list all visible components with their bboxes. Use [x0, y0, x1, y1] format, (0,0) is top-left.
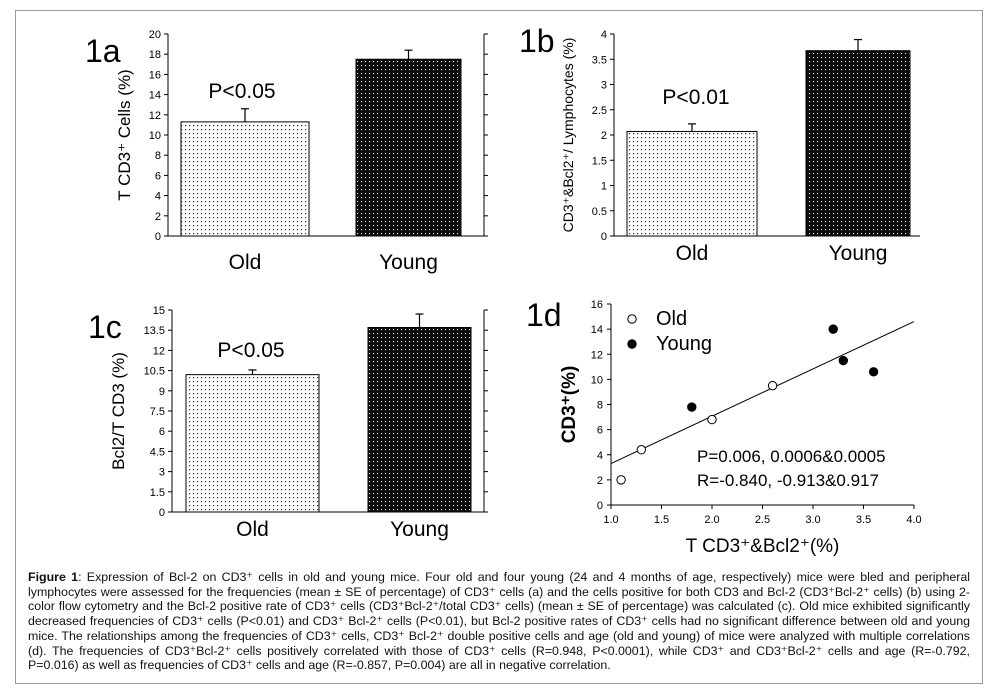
panel-label-1c: 1c	[88, 309, 122, 345]
figure-frame	[15, 10, 983, 684]
x-tick-label-1d-4: 3.0	[805, 514, 820, 526]
y-tick-label-1d-4: 8	[597, 400, 603, 412]
bar-1c-old	[185, 374, 320, 513]
panel-1d: 1d 0 2 4 6 8 10 12 14 16 1.0 1.5 2.0 2.5 3.0 3.5 4.0 T CD…	[526, 297, 922, 557]
category-label-1b-old: Old	[676, 242, 709, 265]
y-tick-label-1c-7: 10.5	[144, 366, 165, 378]
caption-text: : Expression of Bcl-2 on CD3⁺ cells in o…	[28, 570, 970, 673]
y-tick-label-1a-6: 12	[149, 110, 161, 122]
y-tick-label-1a-9: 18	[149, 49, 161, 61]
y-tick-label-1b-4: 2	[601, 130, 607, 142]
point-old-0	[616, 475, 626, 485]
point-old-2	[707, 414, 717, 425]
y-tick-label-1a-5: 10	[149, 130, 161, 142]
y-tick-label-1b-6: 3	[601, 80, 607, 92]
y-tick-label-1a-3: 6	[155, 170, 161, 182]
legend-label-young: Young	[656, 333, 712, 355]
category-label-1c-young: Young	[390, 518, 449, 541]
y-tick-label-1d-1: 2	[597, 475, 603, 487]
figure-caption: Figure 1: Expression of Bcl-2 on CD3⁺ ce…	[28, 570, 970, 673]
y-axis-label-1c: Bcl2/T CD3 (%)	[109, 352, 128, 470]
y-tick-label-1c-10: 15	[153, 305, 165, 317]
panel-label-1d: 1d	[526, 297, 562, 333]
y-tick-label-1a-2: 4	[155, 191, 161, 203]
point-young-3	[868, 367, 879, 377]
x-tick-label-1d-0: 1.0	[603, 514, 618, 526]
y-tick-label-1c-0: 0	[159, 507, 165, 519]
category-label-1b-young: Young	[829, 242, 888, 265]
panel-1c: 1c 0 1.5 3 4.5 6 7.5 9 10.5 12 13.5 15 Bcl2/T CD3 (%…	[88, 305, 488, 541]
y-axis-label-1a: T CD3⁺ Cells (%)	[115, 69, 134, 200]
point-young-1	[828, 324, 838, 334]
legend-marker-young	[627, 339, 637, 349]
panel-label-1b: 1b	[519, 23, 555, 59]
y-tick-label-1a-0: 0	[155, 231, 161, 243]
y-tick-label-1d-7: 14	[591, 324, 603, 336]
annotation-1d-1: R=-0.840, -0.913&0.917	[697, 471, 879, 490]
panel-label-1a: 1a	[85, 33, 121, 69]
y-tick-label-1c-6: 9	[159, 386, 165, 398]
category-label-1c-old: Old	[236, 518, 269, 541]
y-tick-label-1d-6: 12	[591, 349, 603, 361]
x-tick-label-1d-1: 1.5	[654, 514, 669, 526]
y-tick-label-1b-1: 0.5	[592, 206, 607, 218]
y-tick-label-1b-0: 0	[601, 231, 607, 243]
annotation-1a: P<0.05	[208, 80, 275, 103]
y-tick-label-1c-8: 12	[153, 345, 165, 357]
y-tick-label-1a-4: 8	[155, 150, 161, 162]
y-tick-label-1c-4: 6	[159, 426, 165, 438]
trendline-1d	[610, 321, 915, 464]
bar-1b-young	[805, 50, 911, 237]
y-tick-label-1a-1: 2	[155, 211, 161, 223]
point-young-2	[838, 355, 848, 366]
annotation-1b: P<0.01	[662, 86, 729, 109]
bar-1a-young	[355, 58, 462, 237]
y-tick-label-1b-3: 1.5	[592, 155, 607, 167]
annotation-1d-0: P=0.006, 0.0006&0.0005	[697, 447, 886, 466]
y-tick-label-1b-2: 1	[601, 181, 607, 193]
y-tick-label-1c-1: 1.5	[150, 487, 165, 499]
annotation-1c: P<0.05	[217, 339, 284, 362]
point-old-3	[767, 380, 778, 391]
panel-1a: 1a 0 2 4 6 8 10 12 14 16 18 20 T CD3⁺ Cells (%) Old Yo…	[85, 29, 488, 274]
y-tick-label-1d-8: 16	[591, 299, 603, 311]
y-axis-label-1d: CD3⁺(%)	[559, 366, 580, 444]
y-tick-label-1c-9: 13.5	[144, 325, 165, 337]
y-tick-label-1c-5: 7.5	[150, 406, 165, 418]
category-label-1a-young: Young	[379, 251, 438, 274]
y-tick-label-1b-8: 4	[601, 29, 607, 41]
x-tick-label-1d-5: 3.5	[856, 514, 871, 526]
x-tick-label-1d-6: 4.0	[906, 514, 921, 526]
point-old-1	[636, 445, 646, 455]
category-label-1a-old: Old	[229, 251, 262, 274]
y-tick-label-1d-0: 0	[597, 500, 603, 512]
y-tick-label-1a-7: 14	[149, 90, 161, 102]
bar-1b-old	[626, 130, 758, 237]
y-tick-label-1a-10: 20	[149, 29, 161, 41]
y-tick-label-1b-5: 2.5	[592, 105, 607, 117]
bar-1c-young	[367, 327, 472, 513]
caption-label: Figure 1	[28, 570, 79, 584]
legend-marker-old	[627, 314, 637, 324]
y-tick-label-1d-2: 4	[597, 450, 603, 462]
y-tick-label-1c-3: 4.5	[150, 446, 165, 458]
x-tick-label-1d-3: 2.5	[755, 514, 770, 526]
bar-1a-old	[180, 121, 310, 237]
y-tick-label-1b-7: 3.5	[592, 54, 607, 66]
y-tick-label-1a-8: 16	[149, 69, 161, 81]
panel-1b: 1b 0 0.5 1 1.5 2 2.5 3 3.5 4 CD3⁺&Bcl2⁺/ Lymphocyt…	[519, 23, 920, 265]
x-axis-label-1d: T CD3⁺&Bcl2⁺(%)	[686, 536, 840, 557]
x-tick-label-1d-2: 2.0	[704, 514, 719, 526]
point-young-0	[687, 402, 697, 412]
y-tick-label-1d-5: 10	[591, 374, 603, 386]
y-tick-label-1c-2: 3	[159, 467, 165, 479]
legend-label-old: Old	[656, 308, 687, 330]
y-tick-label-1d-3: 6	[597, 425, 603, 437]
y-axis-label-1b: CD3⁺&Bcl2⁺/ Lymphocytes (%)	[560, 38, 576, 233]
